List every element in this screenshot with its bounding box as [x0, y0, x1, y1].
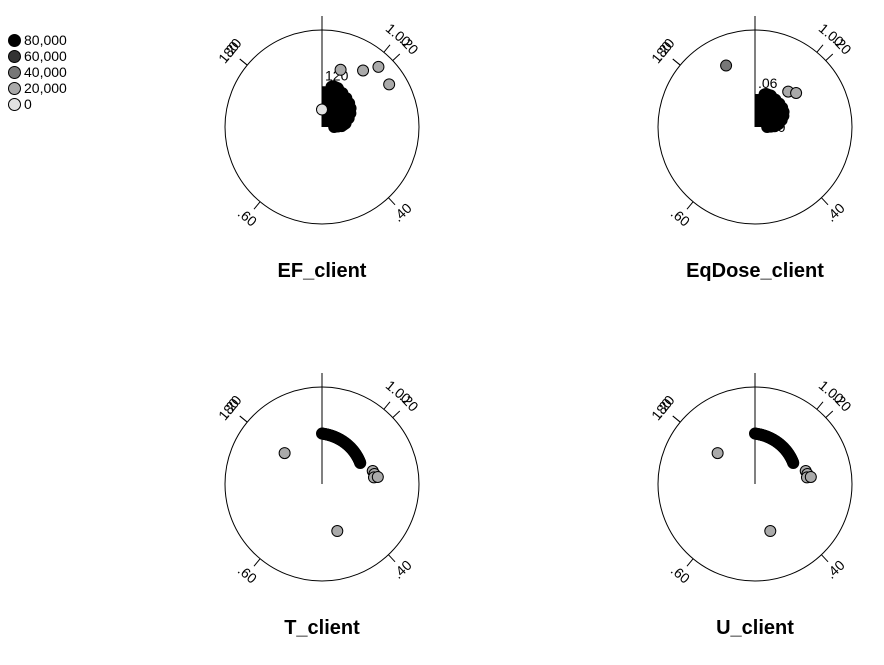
angular-tick [239, 415, 248, 423]
data-point [278, 447, 291, 460]
angular-tick [388, 554, 396, 563]
angular-tick [392, 410, 401, 418]
chart-legend: 80,000 60,000 40,000 20,000 0 [8, 32, 67, 112]
data-point [331, 525, 344, 538]
data-point [327, 80, 340, 93]
angular-tick-label: .60 [235, 562, 260, 587]
legend-swatch [8, 65, 21, 79]
data-point [357, 64, 370, 77]
angular-tick [825, 410, 834, 418]
data-point [760, 88, 773, 101]
panel-title: U_client [716, 617, 794, 639]
legend-item: 60,000 [8, 48, 67, 64]
angular-tick [686, 558, 694, 567]
radial-tick-label: .00 [766, 119, 786, 135]
angular-tick [816, 401, 824, 410]
data-point [316, 103, 328, 116]
radial-tick-label: .06 [758, 75, 778, 91]
panel-title: T_client [284, 617, 360, 639]
data-point [334, 63, 347, 76]
polar-panel-eqdose-client: 1.20.20.40.60.80 1.00.06.00 EqDose_client [630, 8, 880, 308]
angular-tick [388, 197, 396, 206]
data-point [764, 525, 777, 538]
polar-panel-t-client: 1.20.20.40.60.80 1.00 T_client [197, 365, 447, 665]
legend-swatch [8, 81, 21, 95]
angular-tick [816, 44, 824, 53]
data-point [354, 456, 367, 469]
angular-tick-label: .60 [668, 562, 693, 587]
data-point [711, 447, 724, 460]
legend-label: 80,000 [24, 32, 67, 48]
polar-panel-u-client: 1.20.20.40.60.80 1.00 U_client [630, 365, 880, 665]
angular-tick [392, 53, 401, 61]
data-point [372, 60, 385, 73]
angular-tick [672, 415, 681, 423]
angular-tick [239, 58, 248, 66]
data-point [790, 86, 803, 99]
data-point [383, 78, 396, 91]
angular-tick-label: .60 [235, 205, 260, 230]
legend-label: 20,000 [24, 80, 67, 96]
data-point [371, 470, 384, 483]
legend-item: 0 [8, 96, 67, 112]
legend-swatch [8, 33, 21, 47]
angular-tick [672, 58, 681, 66]
angular-tick [383, 401, 391, 410]
data-point [787, 456, 800, 469]
legend-swatch [8, 49, 21, 63]
legend-item: 80,000 [8, 32, 67, 48]
legend-label: 60,000 [24, 48, 67, 64]
legend-label: 0 [24, 96, 32, 112]
panel-title: EqDose_client [686, 260, 824, 282]
angular-tick [383, 44, 391, 53]
legend-label: 40,000 [24, 64, 67, 80]
dense-point-mass [755, 94, 765, 127]
legend-swatch [8, 97, 21, 111]
polar-plot: 1.20.20.40.60.801.00 [648, 373, 855, 587]
angular-tick [821, 554, 829, 563]
radial-tick-label: 0 [333, 119, 341, 135]
polar-plot: 1.20.20.40.60.801.00.06.00 [648, 16, 855, 230]
panel-title: EF_client [277, 260, 367, 282]
legend-item: 20,000 [8, 80, 67, 96]
angular-tick [825, 53, 834, 61]
polar-panel-ef-client: 1.20.20.40.60.80 1.00 120 0 EF_client [197, 8, 447, 308]
angular-tick-label: .60 [668, 205, 693, 230]
data-point [804, 470, 817, 483]
angular-tick [821, 197, 829, 206]
polar-plot: 1.20.20.40.60.801.00 [215, 373, 422, 587]
legend-item: 40,000 [8, 64, 67, 80]
angular-tick [253, 201, 261, 210]
angular-tick [686, 201, 694, 210]
angular-tick [253, 558, 261, 567]
data-point [720, 59, 733, 72]
